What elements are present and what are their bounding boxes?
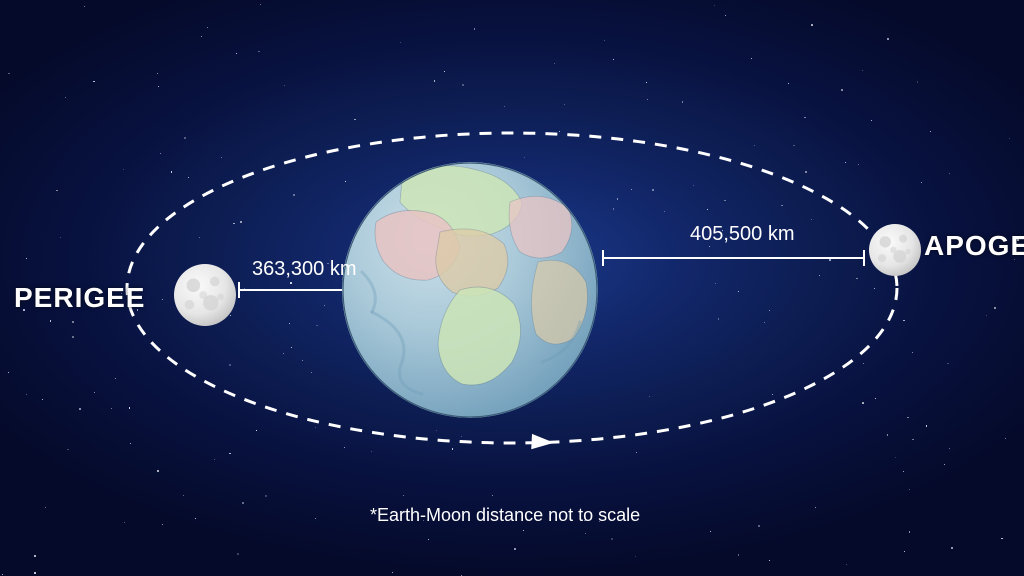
- footnote-label: *Earth-Moon distance not to scale: [370, 505, 640, 526]
- earth-icon: [342, 162, 598, 418]
- distance-line-apogee: [603, 250, 864, 266]
- label-perigee-distance: 363,300 km: [252, 258, 357, 281]
- orbit-arrow-icon: [531, 434, 554, 449]
- label-perigee: PERIGEE: [14, 282, 145, 314]
- label-apogee: APOGEE: [924, 230, 1024, 262]
- label-apogee-distance: 405,500 km: [690, 223, 795, 246]
- moon-perigee-icon: [174, 264, 236, 326]
- moon-apogee-icon: [869, 224, 921, 276]
- diagram-stage: PERIGEE APOGEE 363,300 km 405,500 km *Ea…: [0, 0, 1024, 576]
